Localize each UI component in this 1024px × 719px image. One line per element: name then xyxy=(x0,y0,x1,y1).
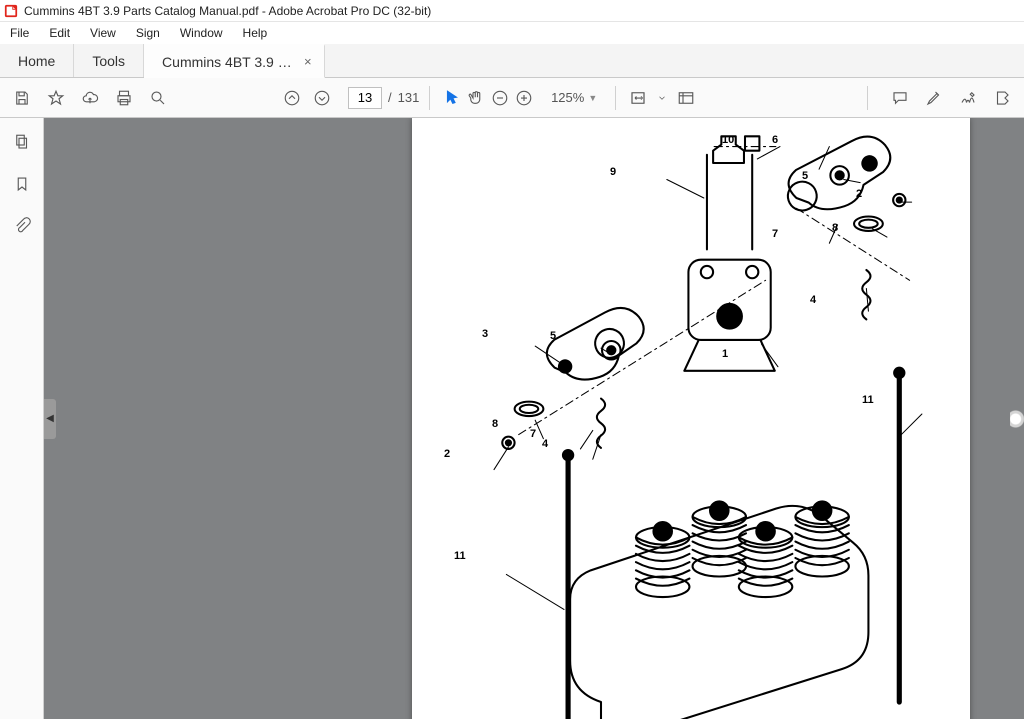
zoom-in-button[interactable] xyxy=(512,86,536,110)
menu-help[interactable]: Help xyxy=(239,24,272,42)
tab-tools[interactable]: Tools xyxy=(74,44,144,77)
window-title: Cummins 4BT 3.9 Parts Catalog Manual.pdf… xyxy=(24,4,431,18)
pointer-icon xyxy=(443,89,461,107)
tools-pane-expand-button[interactable] xyxy=(1010,397,1024,441)
zoom-value: 125% xyxy=(544,90,584,105)
stamp-icon xyxy=(993,89,1011,107)
thumbnails-icon xyxy=(13,133,31,151)
tab-document-label: Cummins 4BT 3.9 P… xyxy=(162,54,292,70)
highlight-icon xyxy=(925,89,943,107)
menu-edit[interactable]: Edit xyxy=(45,24,74,42)
page-down-button[interactable] xyxy=(310,86,334,110)
zoom-dropdown[interactable]: 125% ▼ xyxy=(536,90,605,105)
menu-view[interactable]: View xyxy=(86,24,120,42)
page-down-icon xyxy=(313,89,331,107)
page-sep: / xyxy=(388,90,392,105)
print-icon xyxy=(115,89,133,107)
tab-tools-label: Tools xyxy=(92,53,125,69)
pdf-app-icon xyxy=(4,4,18,18)
read-mode-button[interactable] xyxy=(674,86,698,110)
callout-number: 1 xyxy=(722,348,728,360)
save-icon xyxy=(13,89,31,107)
hand-icon xyxy=(467,89,485,107)
menubar: File Edit View Sign Window Help xyxy=(0,22,1024,44)
callout-number: 11 xyxy=(862,394,874,406)
callout-number: 4 xyxy=(810,294,816,306)
page-up-icon xyxy=(283,89,301,107)
menu-sign[interactable]: Sign xyxy=(132,24,164,42)
pdf-page: 10695287435111872411 rh000gd xyxy=(412,118,970,719)
tab-home-label: Home xyxy=(18,53,55,69)
callout-number: 2 xyxy=(444,448,450,460)
find-button[interactable] xyxy=(146,86,170,110)
zoom-out-icon xyxy=(491,89,509,107)
callout-number: 4 xyxy=(542,438,548,450)
fit-width-icon xyxy=(629,89,647,107)
toolbar: / 131 125% ▼ xyxy=(0,78,1024,118)
content-area: ◀ xyxy=(0,118,1024,719)
cloud-share-icon xyxy=(81,89,99,107)
document-viewport[interactable]: ◀ xyxy=(44,118,1024,719)
thumbnails-button[interactable] xyxy=(10,130,34,154)
callout-number: 7 xyxy=(530,428,536,440)
page-number-box: / 131 xyxy=(348,87,419,109)
select-tool-button[interactable] xyxy=(440,86,464,110)
search-icon xyxy=(149,89,167,107)
page-current-input[interactable] xyxy=(348,87,382,109)
parts-diagram xyxy=(430,126,988,719)
callout-number: 2 xyxy=(856,188,862,200)
page-up-button[interactable] xyxy=(280,86,304,110)
tabbar: Home Tools Cummins 4BT 3.9 P… × xyxy=(0,44,1024,78)
print-button[interactable] xyxy=(112,86,136,110)
page-total: 131 xyxy=(398,90,420,105)
window-titlebar: Cummins 4BT 3.9 Parts Catalog Manual.pdf… xyxy=(0,0,1024,22)
zoom-out-button[interactable] xyxy=(488,86,512,110)
tab-close-button[interactable]: × xyxy=(300,54,316,69)
zoom-in-icon xyxy=(515,89,533,107)
comment-icon xyxy=(891,89,909,107)
stamp-button[interactable] xyxy=(990,86,1014,110)
star-icon xyxy=(47,89,65,107)
chevron-down-icon xyxy=(657,93,667,103)
callout-number: 8 xyxy=(832,222,838,234)
tab-document[interactable]: Cummins 4BT 3.9 P… × xyxy=(144,44,325,78)
fit-width-button[interactable] xyxy=(626,86,650,110)
highlight-button[interactable] xyxy=(922,86,946,110)
callout-number: 5 xyxy=(550,330,556,342)
callout-number: 5 xyxy=(802,170,808,182)
fit-dropdown-button[interactable] xyxy=(650,86,674,110)
star-button[interactable] xyxy=(44,86,68,110)
callout-number: 11 xyxy=(454,550,466,562)
menu-window[interactable]: Window xyxy=(176,24,227,42)
sign-button[interactable] xyxy=(956,86,980,110)
read-mode-icon xyxy=(677,89,695,107)
attachment-icon xyxy=(13,217,31,235)
callout-number: 10 xyxy=(722,134,734,146)
callout-number: 6 xyxy=(772,134,778,146)
cloud-share-button[interactable] xyxy=(78,86,102,110)
menu-file[interactable]: File xyxy=(6,24,33,42)
save-button[interactable] xyxy=(10,86,34,110)
chevron-down-icon: ▼ xyxy=(588,93,597,103)
callout-number: 9 xyxy=(610,166,616,178)
tab-home[interactable]: Home xyxy=(0,44,74,77)
bookmarks-button[interactable] xyxy=(10,172,34,196)
callout-number: 8 xyxy=(492,418,498,430)
sign-icon xyxy=(959,89,977,107)
bookmark-icon xyxy=(13,175,31,193)
nav-pane-collapse-button[interactable]: ◀ xyxy=(44,399,56,439)
hand-tool-button[interactable] xyxy=(464,86,488,110)
comment-button[interactable] xyxy=(888,86,912,110)
attachments-button[interactable] xyxy=(10,214,34,238)
navigation-pane xyxy=(0,118,44,719)
callout-number: 7 xyxy=(772,228,778,240)
callout-number: 3 xyxy=(482,328,488,340)
